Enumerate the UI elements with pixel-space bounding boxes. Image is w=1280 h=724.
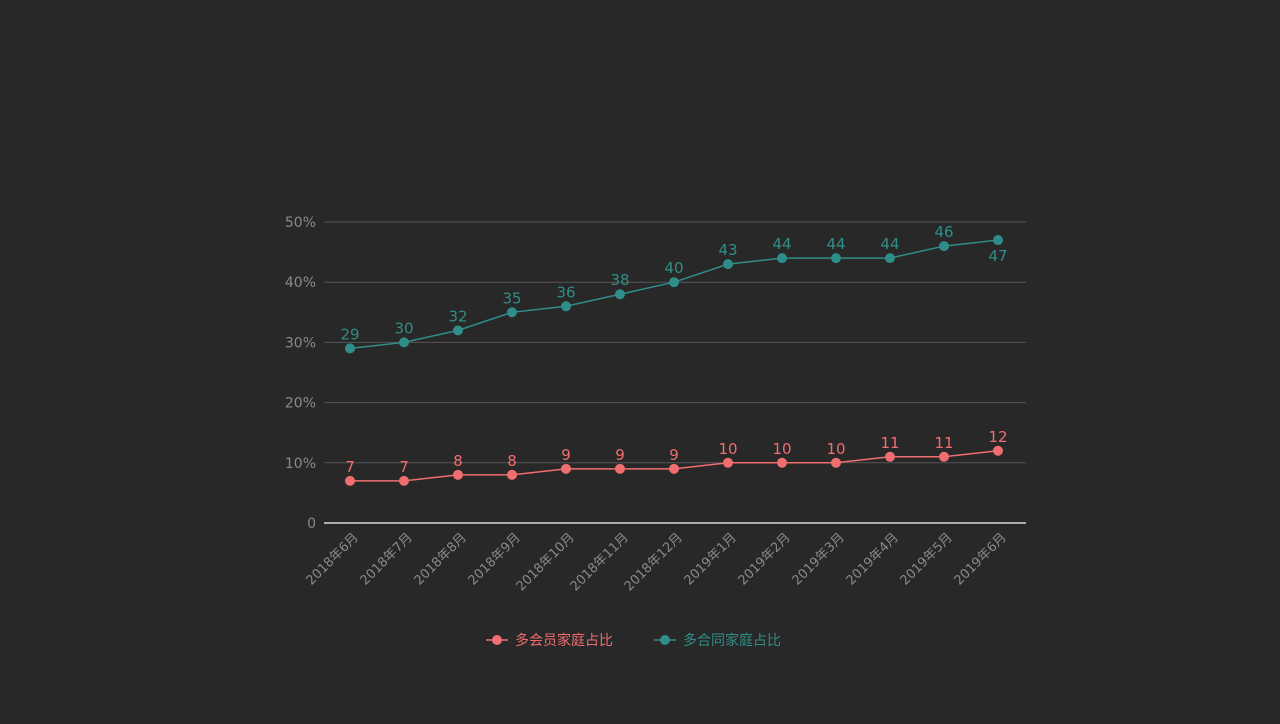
data-point[interactable] [399,475,409,486]
y-tick-label: 20% [285,396,316,412]
x-tick-label: 2018年7月 [358,530,416,588]
data-label: 38 [610,271,629,289]
data-label: 7 [345,458,355,476]
series-line-2 [349,239,999,350]
data-point[interactable] [399,337,409,348]
data-label: 11 [934,434,953,452]
data-point[interactable] [777,457,787,468]
data-label: 30 [394,319,413,337]
data-point[interactable] [345,343,355,354]
data-point[interactable] [561,463,571,474]
data-point[interactable] [507,307,517,318]
data-point[interactable] [669,277,679,288]
x-tick-label: 2018年12月 [622,530,686,594]
x-tick-label: 2018年8月 [412,530,470,588]
y-tick-label: 0 [307,516,316,532]
x-tick-label: 2019年1月 [682,530,740,588]
data-point[interactable] [561,301,571,312]
y-tick-label: 50% [285,215,316,231]
y-tick-label: 40% [285,275,316,291]
data-label: 36 [556,283,575,301]
data-label: 47 [988,247,1007,265]
data-point[interactable] [345,475,355,486]
data-point[interactable] [615,463,625,474]
data-point[interactable] [939,241,949,252]
data-point[interactable] [777,253,787,264]
data-label: 10 [826,440,845,458]
data-point[interactable] [993,235,1003,246]
data-label: 12 [988,428,1007,446]
data-point[interactable] [507,469,517,480]
data-label: 10 [772,440,791,458]
data-point[interactable] [723,457,733,468]
data-label: 10 [718,440,737,458]
x-tick-label: 2019年4月 [844,530,902,588]
data-point[interactable] [831,253,841,264]
x-tick-label: 2018年6月 [304,530,362,588]
x-tick-label: 2019年5月 [898,530,956,588]
data-point[interactable] [831,457,841,468]
data-label: 44 [772,235,791,253]
data-point[interactable] [885,253,895,264]
data-point[interactable] [939,451,949,462]
data-label: 40 [664,259,683,277]
data-label: 43 [718,241,737,259]
y-tick-label: 10% [285,456,316,472]
x-tick-label: 2019年2月 [736,530,794,588]
data-point[interactable] [993,445,1003,456]
data-label: 8 [453,452,463,470]
legend-marker[interactable] [660,635,670,645]
data-point[interactable] [615,289,625,300]
data-point[interactable] [453,325,463,336]
data-label: 8 [507,452,517,470]
x-tick-label: 2019年3月 [790,530,848,588]
data-point[interactable] [885,451,895,462]
data-label: 11 [880,434,899,452]
data-label: 9 [669,446,679,464]
data-label: 9 [561,446,571,464]
legend-marker[interactable] [492,635,502,645]
data-label: 32 [448,307,467,325]
data-point[interactable] [669,463,679,474]
data-label: 7 [399,458,409,476]
data-label: 44 [826,235,845,253]
data-label: 46 [934,223,953,241]
data-label: 29 [340,325,359,343]
legend-label[interactable]: 多合同家庭占比 [683,632,781,649]
y-tick-label: 30% [285,335,316,351]
x-tick-label: 2018年9月 [466,530,524,588]
data-point[interactable] [723,259,733,270]
legend-label[interactable]: 多会员家庭占比 [515,632,613,649]
data-point[interactable] [453,469,463,480]
x-tick-label: 2019年6月 [952,530,1010,588]
data-label: 35 [502,289,521,307]
data-label: 44 [880,235,899,253]
data-label: 9 [615,446,625,464]
